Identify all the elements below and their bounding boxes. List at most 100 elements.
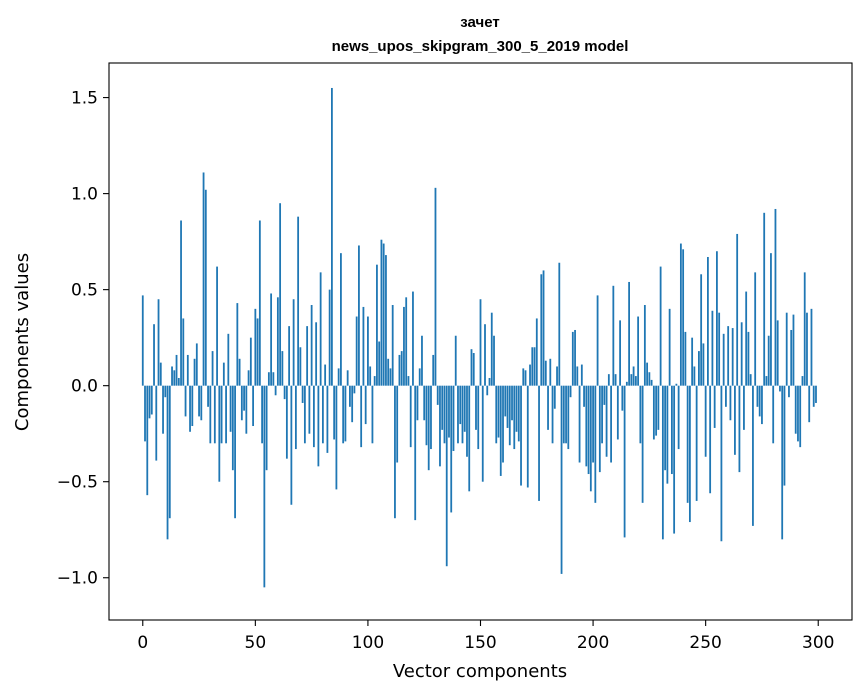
bar bbox=[427, 385, 430, 471]
bar bbox=[245, 385, 248, 434]
bar bbox=[664, 385, 667, 471]
bar bbox=[630, 374, 633, 386]
bar bbox=[425, 385, 428, 446]
bar bbox=[736, 233, 739, 386]
bar bbox=[335, 385, 338, 490]
x-axis-ticks: 0 50 100 150 200 250 300 bbox=[137, 620, 834, 653]
bar bbox=[315, 322, 318, 386]
bar bbox=[571, 331, 574, 386]
bar bbox=[743, 385, 745, 430]
bar bbox=[162, 385, 164, 434]
bar bbox=[511, 385, 513, 421]
bar bbox=[639, 385, 642, 444]
bar bbox=[707, 256, 709, 386]
bar bbox=[808, 385, 811, 423]
bar bbox=[443, 385, 446, 444]
x-tick-label: 0 bbox=[137, 633, 148, 653]
bar bbox=[222, 362, 225, 386]
bar bbox=[479, 299, 482, 386]
bar bbox=[578, 385, 581, 463]
bar bbox=[520, 385, 522, 486]
bar bbox=[216, 266, 218, 386]
bar bbox=[180, 220, 182, 386]
bar bbox=[598, 385, 601, 473]
bar bbox=[405, 297, 408, 386]
bar bbox=[623, 385, 626, 538]
bar bbox=[225, 385, 227, 444]
bar bbox=[490, 312, 493, 386]
bar bbox=[301, 385, 304, 403]
bar bbox=[756, 385, 759, 407]
bar bbox=[720, 385, 723, 542]
bar bbox=[144, 385, 146, 442]
bar bbox=[540, 274, 543, 386]
bar bbox=[189, 385, 191, 432]
bar bbox=[209, 385, 212, 444]
bar bbox=[254, 308, 257, 386]
bar bbox=[477, 385, 480, 450]
bar bbox=[781, 385, 784, 540]
bar bbox=[234, 385, 236, 519]
bar bbox=[695, 385, 698, 501]
bar bbox=[387, 358, 390, 386]
bar bbox=[605, 385, 608, 457]
x-tick-label: 150 bbox=[464, 633, 496, 653]
bar bbox=[657, 385, 660, 430]
bar bbox=[506, 385, 509, 428]
bar bbox=[693, 366, 696, 386]
bar bbox=[333, 385, 336, 440]
bar bbox=[153, 324, 155, 386]
bar bbox=[394, 385, 396, 519]
bar bbox=[263, 385, 266, 588]
bar bbox=[749, 374, 752, 386]
bar bbox=[607, 374, 610, 386]
bar bbox=[772, 385, 775, 444]
bar bbox=[700, 274, 703, 386]
bar bbox=[481, 385, 484, 482]
bar bbox=[389, 368, 392, 386]
bar bbox=[421, 335, 423, 386]
bar bbox=[549, 358, 552, 386]
y-tick-label: −0.5 bbox=[57, 473, 98, 493]
bar bbox=[452, 385, 455, 451]
bar bbox=[637, 316, 640, 386]
bar bbox=[360, 385, 363, 448]
bar bbox=[351, 385, 354, 423]
bar bbox=[175, 354, 178, 386]
plot-frame bbox=[108, 62, 853, 621]
bar bbox=[725, 385, 727, 407]
bar bbox=[141, 295, 144, 386]
bar bbox=[290, 385, 293, 505]
bar bbox=[414, 385, 417, 521]
bar bbox=[362, 306, 365, 386]
bar bbox=[774, 208, 777, 386]
bar bbox=[146, 385, 149, 496]
bar bbox=[567, 385, 570, 450]
bar bbox=[601, 385, 603, 444]
bar bbox=[346, 370, 349, 386]
bar bbox=[461, 385, 464, 444]
bar bbox=[634, 376, 637, 386]
bar bbox=[502, 385, 504, 463]
bar bbox=[252, 385, 254, 427]
x-tick-label: 100 bbox=[352, 633, 384, 653]
bar bbox=[434, 187, 437, 386]
bar bbox=[783, 385, 786, 486]
bar bbox=[650, 379, 653, 386]
bar bbox=[227, 333, 230, 386]
bar bbox=[231, 385, 234, 471]
bar bbox=[166, 385, 169, 540]
bar bbox=[229, 385, 232, 432]
bar bbox=[218, 385, 221, 482]
bar bbox=[448, 385, 450, 438]
bar bbox=[574, 329, 576, 386]
bar bbox=[603, 385, 606, 405]
bar bbox=[517, 385, 520, 442]
x-tick-label: 300 bbox=[802, 633, 834, 653]
bar bbox=[745, 291, 748, 386]
bar bbox=[632, 366, 635, 386]
bar bbox=[326, 385, 329, 453]
bar bbox=[358, 245, 360, 386]
bar bbox=[770, 253, 772, 386]
x-axis-label: Vector components bbox=[393, 661, 567, 682]
